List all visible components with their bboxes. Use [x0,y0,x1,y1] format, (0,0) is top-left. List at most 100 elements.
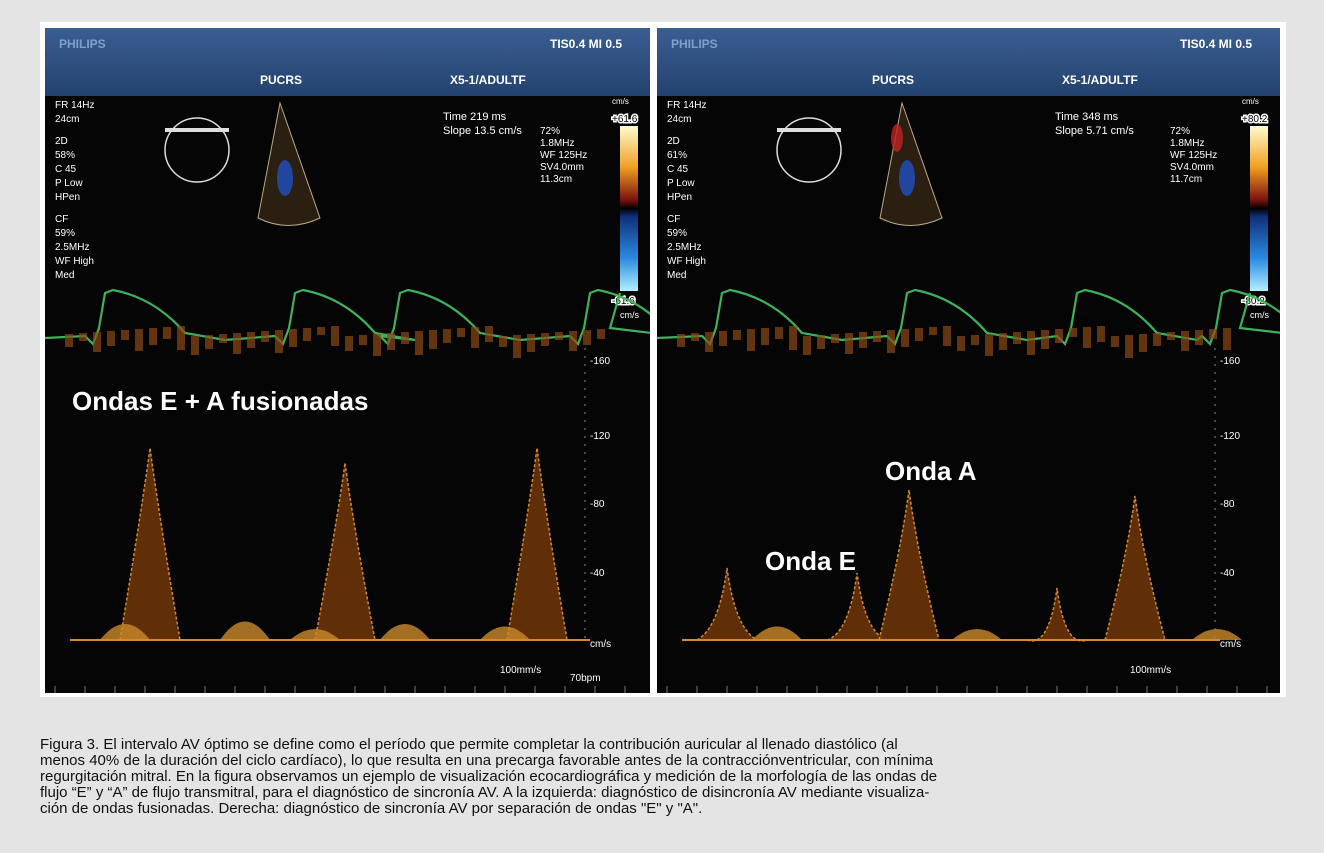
param: 59% [55,228,75,239]
doppler-noise [1209,329,1217,339]
axis-label: -160 [590,356,610,367]
doppler-wave [1027,588,1087,641]
scale-top: +80.2 [1242,114,1268,125]
param: WF 125Hz [540,150,587,161]
param: HPen [55,192,80,203]
doppler-wave [507,448,567,640]
annotation: Onda A [885,456,977,486]
doppler-noise [149,328,157,345]
param: P Low [55,178,83,189]
param: 2D [667,136,680,147]
site: PUCRS [872,73,914,87]
scale-unit: cm/s [1250,310,1269,320]
doppler-wave [1105,496,1165,640]
doppler-noise [121,330,129,340]
axis-label: -120 [590,431,610,442]
sweep: 100mm/s [500,665,541,676]
figure-caption: Figura 3. El intervalo AV óptimo se defi… [40,737,1300,817]
doppler-noise [415,331,423,355]
probe: X5-1/ADULTF [450,73,526,87]
doppler-noise [691,333,699,341]
doppler-noise [345,336,353,351]
doppler-noise [1111,336,1119,347]
scale-unit: cm/s [1242,97,1259,106]
doppler-noise [261,331,269,342]
param: HPen [667,192,692,203]
param: 1.8MHz [1170,138,1204,149]
param: 58% [55,150,75,161]
doppler-wave [827,573,887,640]
color-scale [1250,126,1268,291]
param: 24cm [667,114,691,125]
doppler-noise [915,328,923,341]
doppler-wave [220,622,270,641]
doppler-noise [485,326,493,342]
doppler-noise [177,326,185,350]
doppler-wave [315,463,375,640]
param: 2.5MHz [55,242,89,253]
orientation-icon [165,118,229,182]
doppler-wave [120,448,180,640]
doppler-noise [471,327,479,348]
doppler-noise [817,335,825,349]
doppler-noise [1055,329,1063,343]
doppler-noise [513,335,521,358]
doppler-noise [233,333,241,354]
doppler-noise [247,332,255,348]
doppler-noise [555,332,563,340]
doppler-noise [887,330,895,353]
param: 11.3cm [540,174,572,185]
caption-line: regurgitación mitral. En la figura obser… [40,769,1300,785]
doppler-noise [205,335,213,349]
doppler-noise [317,327,325,335]
param: FR 14Hz [667,100,706,111]
doppler-noise [597,329,605,339]
site: PUCRS [260,73,302,87]
doppler-noise [387,333,395,350]
param: 2D [55,136,68,147]
measurement: Time 348 ms [1055,111,1119,123]
param: 24cm [55,114,79,125]
caption-line: ción de ondas fusionadas. Derecha: diagn… [40,801,1300,817]
doppler-noise [1125,335,1133,358]
doppler-noise [401,332,409,344]
page: PHILIPSTIS0.4 MI 0.5PUCRSX5-1/ADULTFFR 1… [0,0,1324,853]
indices: TIS0.4 MI 0.5 [550,37,622,51]
axis-label: -80 [590,499,605,510]
doppler-noise [747,329,755,351]
param: WF 125Hz [1170,150,1217,161]
color-scale [620,126,638,291]
param: 2.5MHz [667,242,701,253]
param: C 45 [55,164,77,175]
doppler-noise [705,332,713,352]
doppler-noise [1027,331,1035,355]
scale-top: +61.6 [612,114,638,125]
doppler-noise [541,333,549,346]
color-flow [891,124,903,152]
doppler-noise [873,331,881,342]
param: 59% [667,228,687,239]
axis-label: -80 [1220,499,1235,510]
doppler-noise [1223,328,1231,350]
doppler-noise [275,330,283,353]
orientation-icon [777,118,841,182]
param: P Low [667,178,695,189]
param: 72% [540,126,560,137]
indices: TIS0.4 MI 0.5 [1180,37,1252,51]
doppler-noise [1153,333,1161,346]
doppler-noise [957,336,965,351]
caption-line: menos 40% de la duración del ciclo cardí… [40,753,1300,769]
doppler-noise [1139,334,1147,352]
param: 61% [667,150,687,161]
param: SV4.0mm [1170,162,1214,173]
doppler-noise [303,328,311,341]
doppler-noise [569,331,577,351]
axis-label: cm/s [1220,639,1241,650]
axis-label: -40 [1220,568,1235,579]
doppler-noise [971,335,979,345]
param: 72% [1170,126,1190,137]
measurement: Time 219 ms [443,111,507,123]
doppler-noise [845,333,853,354]
doppler-noise [1069,328,1077,337]
scale-unit: cm/s [620,310,639,320]
